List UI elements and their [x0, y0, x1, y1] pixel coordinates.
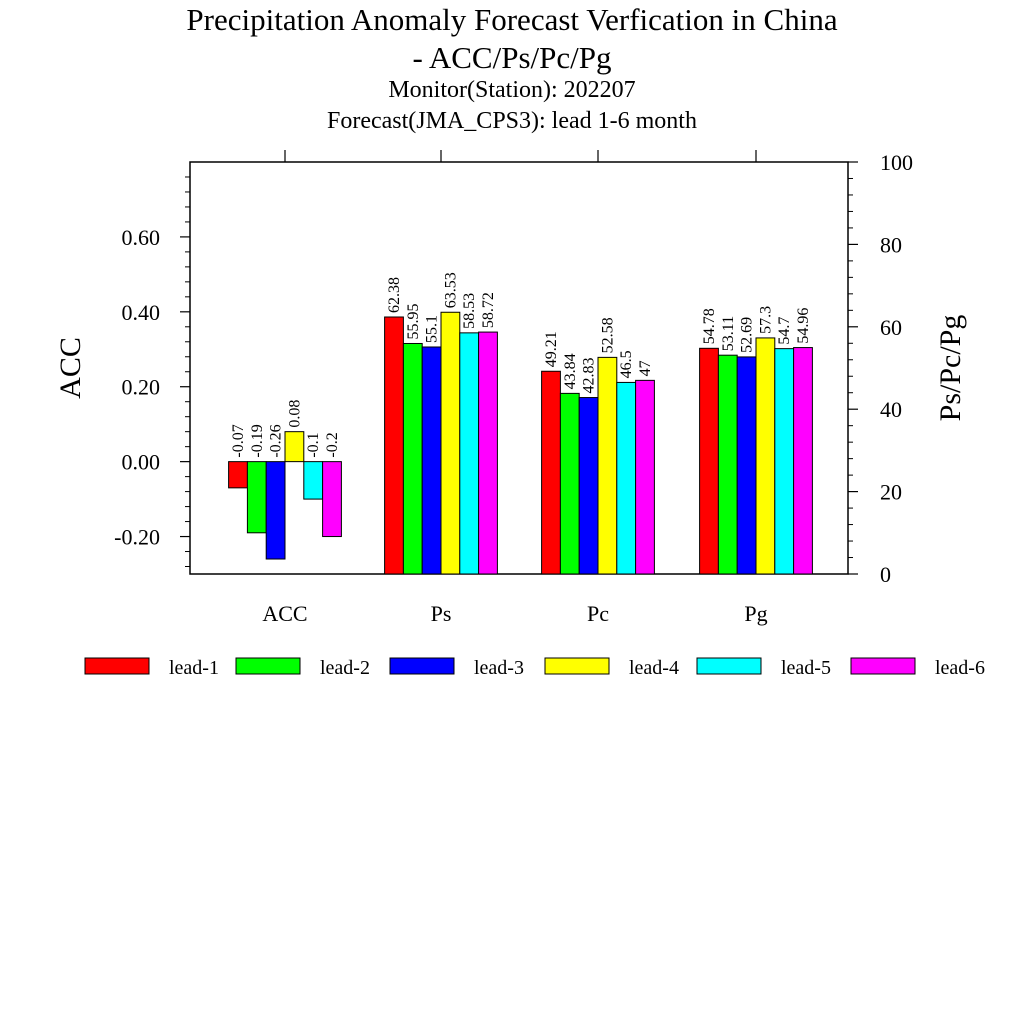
legend-swatch-lead-2 — [235, 657, 301, 675]
left-axis-tick-label: 0.20 — [122, 375, 161, 400]
data-label-lead-1-Pg: 54.78 — [701, 308, 718, 344]
legend-label-lead-2: lead-2 — [320, 657, 370, 679]
left-axis-tick-label: 0.60 — [122, 225, 161, 250]
legend-label-lead-1: lead-1 — [169, 657, 219, 679]
data-label-lead-2-Pc: 43.84 — [562, 353, 579, 389]
x-axis-tick-label: Ps — [431, 601, 452, 626]
data-label-lead-6-Ps: 58.72 — [480, 292, 497, 328]
bar-lead-5-Ps — [459, 332, 480, 575]
data-label-lead-3-Pc: 42.83 — [581, 358, 598, 394]
bar-lead-6-Ps — [478, 331, 498, 575]
data-label-lead-4-Pg: 57.3 — [757, 306, 774, 334]
right-axis-tick-label: 40 — [880, 397, 902, 422]
bar-lead-2-Pc — [559, 392, 580, 575]
data-label-lead-6-ACC: -0.2 — [324, 432, 341, 457]
bar-lead-3-Pg — [736, 356, 757, 575]
right-axis-tick-label: 0 — [880, 562, 891, 587]
data-label-lead-4-Ps: 63.53 — [442, 272, 459, 308]
data-label-lead-2-ACC: -0.19 — [249, 424, 266, 457]
data-label-lead-3-ACC: -0.26 — [268, 424, 285, 457]
bar-lead-1-Pg — [699, 347, 719, 575]
bar-lead-6-Pc — [635, 379, 655, 575]
left-axis-tick-label: -0.20 — [114, 525, 160, 550]
legend-swatch-lead-6 — [850, 657, 916, 675]
right-axis-label: Ps/Pc/Pg — [934, 315, 967, 422]
legend-swatch-lead-1 — [84, 657, 150, 675]
data-label-lead-1-Pc: 49.21 — [543, 331, 560, 367]
left-axis-tick-label: 0.00 — [122, 450, 161, 475]
bar-lead-3-ACC — [265, 461, 286, 560]
right-axis-tick-label: 80 — [880, 232, 902, 257]
bar-lead-3-Ps — [421, 346, 442, 575]
bar-lead-6-ACC — [322, 461, 342, 538]
data-label-lead-4-ACC: 0.08 — [286, 400, 303, 428]
right-axis-tick-label: 100 — [880, 150, 913, 175]
data-label-lead-2-Ps: 55.95 — [405, 303, 422, 339]
legend-swatch-lead-3 — [389, 657, 455, 675]
left-axis-tick-label: 0.40 — [122, 300, 161, 325]
bar-lead-3-Pc — [578, 397, 599, 575]
bar-lead-5-Pg — [774, 348, 795, 575]
legend-swatch-lead-4 — [544, 657, 610, 675]
bar-lead-2-Ps — [402, 342, 423, 575]
chart-title: Precipitation Anomaly Forecast Verficati… — [186, 2, 838, 37]
bar-lead-1-ACC — [228, 461, 248, 489]
data-label-lead-2-Pg: 53.11 — [720, 316, 737, 351]
x-axis-tick-label: Pg — [744, 601, 767, 626]
bar-lead-6-Pg — [793, 347, 813, 575]
bar-lead-5-Pc — [616, 381, 637, 575]
legend-label-lead-5: lead-5 — [781, 657, 831, 679]
bar-lead-2-Pg — [717, 354, 738, 575]
data-label-lead-4-Pc: 52.58 — [599, 317, 616, 353]
bar-lead-5-ACC — [303, 461, 324, 500]
data-label-lead-1-ACC: -0.07 — [230, 424, 247, 457]
data-label-lead-5-Pg: 54.7 — [776, 317, 793, 345]
data-label-lead-1-Ps: 62.38 — [386, 277, 403, 313]
data-label-lead-5-Pc: 46.5 — [618, 350, 635, 378]
bar-lead-4-Pc — [597, 356, 618, 575]
data-label-lead-5-ACC: -0.1 — [305, 432, 322, 457]
legend-label-lead-3: lead-3 — [474, 657, 524, 679]
subtitle-forecast: Forecast(JMA_CPS3): lead 1-6 month — [327, 108, 697, 134]
data-label-lead-3-Ps: 55.1 — [424, 315, 441, 343]
plot-frame — [189, 161, 849, 575]
legend-label-lead-6: lead-6 — [935, 657, 985, 679]
data-label-lead-3-Pg: 52.69 — [739, 317, 756, 353]
bar-lead-2-ACC — [246, 461, 267, 534]
bar-lead-4-Ps — [440, 311, 461, 575]
data-label-lead-6-Pc: 47 — [637, 360, 654, 376]
right-axis-tick-label: 20 — [880, 480, 902, 505]
left-axis-label: ACC — [54, 337, 87, 399]
bar-lead-4-Pg — [755, 337, 776, 575]
right-axis-tick-label: 60 — [880, 315, 902, 340]
data-label-lead-5-Ps: 58.53 — [461, 293, 478, 329]
bar-lead-4-ACC — [284, 431, 305, 463]
data-label-lead-6-Pg: 54.96 — [795, 308, 812, 344]
subtitle-monitor: Monitor(Station): 202207 — [388, 77, 636, 103]
bar-lead-1-Ps — [384, 316, 404, 575]
x-axis-tick-label: Pc — [587, 601, 609, 626]
chart-title-line-2: - ACC/Ps/Pc/Pg — [412, 40, 612, 75]
legend-label-lead-4: lead-4 — [629, 657, 679, 679]
bar-lead-1-Pc — [541, 370, 561, 575]
x-axis-tick-label: ACC — [262, 601, 307, 626]
legend-swatch-lead-5 — [696, 657, 762, 675]
